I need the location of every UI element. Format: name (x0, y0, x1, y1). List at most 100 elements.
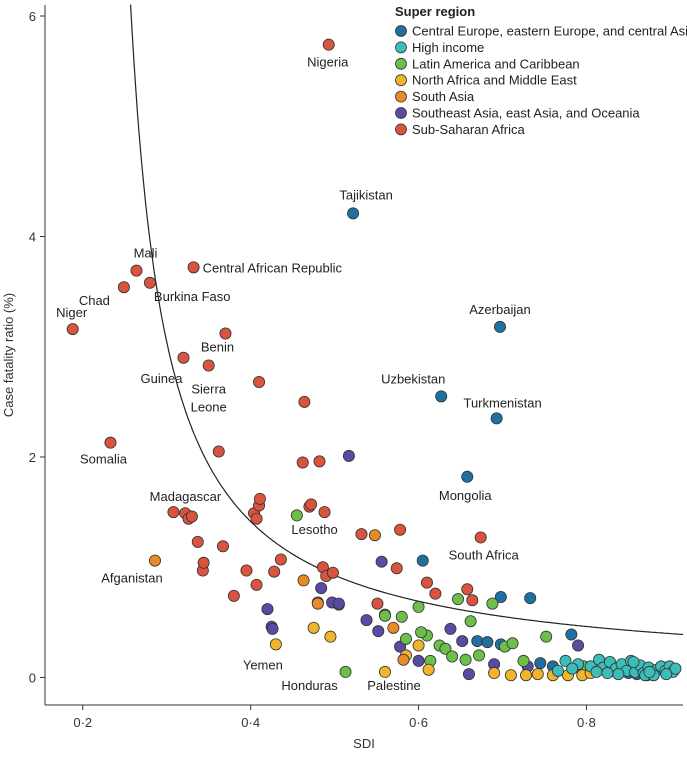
data-point-seao (572, 639, 585, 652)
data-point-sa (387, 621, 400, 634)
data-point-nam (520, 669, 533, 682)
data-point-seao (342, 449, 355, 462)
legend-swatch-ceeca (395, 25, 407, 37)
point-label-lesotho: Lesotho (291, 522, 337, 537)
point-label-tajikistan: Tajikistan (339, 187, 392, 202)
data-point-honduras (339, 665, 352, 678)
legend-title: Super region (395, 4, 475, 19)
data-point-mongolia (461, 470, 474, 483)
data-point-somalia (104, 436, 117, 449)
data-point-hi (612, 668, 625, 681)
data-point-turkmenistan (490, 412, 503, 425)
data-point-nam (307, 621, 320, 634)
y-tick-label: 6 (29, 9, 36, 24)
data-point-ssa (296, 456, 309, 469)
data-point-ssa (197, 556, 210, 569)
data-point-ssa (305, 498, 318, 511)
data-point-hi (551, 664, 564, 677)
data-point-ssa (313, 455, 326, 468)
x-tick-label: 0·6 (409, 715, 428, 730)
legend-swatch-lac (395, 57, 407, 70)
data-point-ceeca (534, 657, 547, 670)
y-tick-label: 2 (29, 450, 36, 465)
data-point-hi (643, 665, 656, 678)
data-point-tajikistan (347, 207, 360, 220)
point-label-central-african-republic: Central African Republic (203, 260, 343, 275)
legend-label-nam: North Africa and Middle East (412, 73, 577, 88)
data-point-ssa (227, 589, 240, 602)
data-point-seao (412, 654, 425, 667)
data-point-lac (439, 642, 452, 655)
legend-swatch-sa (395, 90, 407, 103)
data-point-ssa (185, 510, 198, 523)
data-point-ssa (212, 445, 225, 458)
data-point-hi (559, 654, 572, 667)
data-point-ssa (326, 566, 339, 579)
x-tick-label: 0·4 (241, 715, 260, 730)
point-label-turkmenistan: Turkmenistan (463, 395, 541, 410)
data-point-sa (297, 574, 310, 587)
data-point-lac (446, 650, 459, 663)
data-point-ssa (253, 492, 266, 505)
data-point-central-african-republic (187, 261, 200, 274)
data-point-nam (324, 630, 337, 643)
data-point-lac (506, 637, 519, 650)
data-points-layer (66, 38, 682, 682)
data-point-afganistan (148, 554, 161, 567)
data-point-south-africa (474, 531, 487, 544)
data-point-niger (66, 323, 79, 336)
data-point-sa (311, 597, 324, 610)
data-point-hi (601, 667, 614, 680)
data-point-lac (412, 600, 425, 613)
data-point-seao (315, 582, 328, 595)
data-point-ceeca (416, 554, 429, 567)
legend-swatch-nam (395, 74, 407, 87)
data-point-ssa (390, 562, 403, 575)
fit-curve (130, 4, 684, 636)
point-label-palestine: Palestine (367, 678, 420, 693)
data-point-azerbaijan (493, 320, 506, 333)
data-point-uzbekistan (435, 390, 448, 403)
y-tick-label: 0 (29, 670, 36, 685)
point-label-mongolia: Mongolia (439, 488, 493, 503)
data-point-seao (444, 622, 457, 635)
data-point-hi (669, 662, 682, 675)
data-point-ceeca (524, 592, 537, 605)
data-point-seao (332, 597, 345, 610)
point-label-chad: Chad (79, 293, 110, 308)
point-labels-layer: Nigeria Tajikistan Mali Central African Rep… (56, 55, 542, 693)
data-point-ssa (461, 583, 474, 596)
data-point-ssa (394, 523, 407, 536)
data-point-lac (459, 653, 472, 666)
y-tick-label: 4 (29, 229, 36, 244)
data-point-hi (590, 665, 603, 678)
data-point-hi (627, 656, 640, 669)
legend-label-ceeca: Central Europe, eastern Europe, and cent… (412, 24, 687, 39)
data-point-ssa (420, 576, 433, 589)
point-label-afganistan: Afganistan (101, 571, 162, 586)
data-point-ssa (274, 553, 287, 566)
data-point-nam (531, 668, 544, 681)
data-point-lac (395, 610, 408, 623)
data-point-sa (397, 653, 410, 666)
legend-label-ssa: Sub-Saharan Africa (412, 122, 526, 137)
data-point-ssa (216, 540, 229, 553)
data-point-lac (290, 509, 303, 522)
legend-label-lac: Latin America and Caribbean (412, 56, 580, 71)
y-axis-title: Case fatality ratio (%) (1, 293, 16, 417)
data-point-lac (540, 630, 553, 643)
data-point-ssa (191, 535, 204, 548)
data-point-lac (415, 626, 428, 639)
legend-swatch-seao (395, 107, 407, 119)
data-point-sierra-leone (202, 359, 215, 372)
data-point-ssa (371, 597, 384, 610)
data-point-nam (504, 669, 517, 682)
data-point-nigeria (322, 38, 335, 51)
x-tick-label: 0·2 (73, 715, 92, 730)
point-label-guinea: Guinea (141, 371, 184, 386)
point-label-benin: Benin (201, 340, 234, 355)
data-point-ceeca (565, 628, 578, 641)
point-label-burkina-faso: Burkina Faso (154, 289, 231, 304)
point-label-niger: Niger (56, 305, 88, 320)
